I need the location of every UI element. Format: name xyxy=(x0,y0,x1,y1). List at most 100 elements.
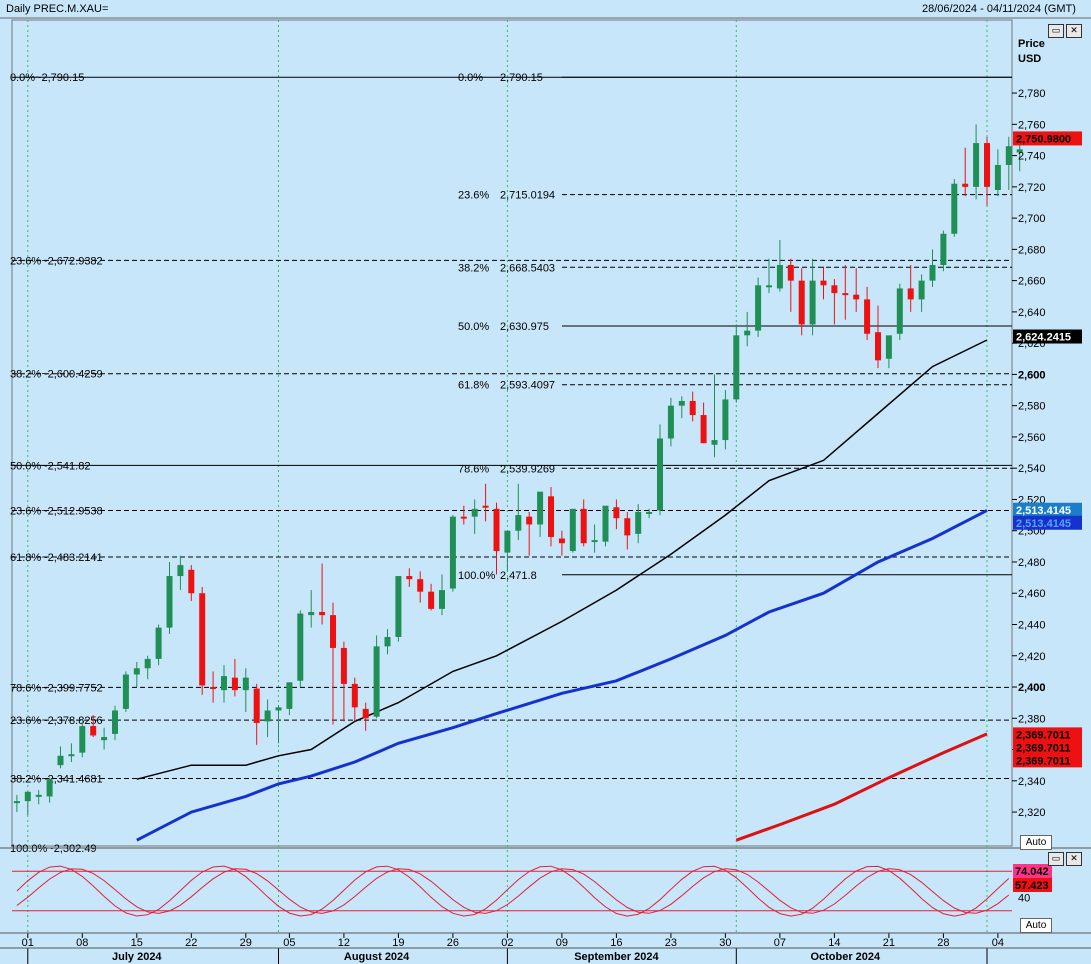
candle[interactable] xyxy=(831,285,838,294)
candle[interactable] xyxy=(711,440,718,445)
candle[interactable] xyxy=(101,737,108,741)
candle[interactable] xyxy=(766,285,772,288)
candle[interactable] xyxy=(722,399,729,441)
candle[interactable] xyxy=(395,576,402,637)
candle[interactable] xyxy=(133,668,140,675)
candle[interactable] xyxy=(591,540,598,543)
candle[interactable] xyxy=(188,569,195,594)
candle[interactable] xyxy=(853,294,860,300)
candle[interactable] xyxy=(515,515,522,531)
candle[interactable] xyxy=(253,688,260,723)
candle[interactable] xyxy=(68,754,75,757)
close-icon[interactable]: ✕ xyxy=(1066,24,1082,38)
candle[interactable] xyxy=(482,505,489,508)
candle[interactable] xyxy=(24,791,31,802)
candle[interactable] xyxy=(678,400,685,406)
candle[interactable] xyxy=(940,233,947,265)
candle[interactable] xyxy=(657,438,663,511)
candle[interactable] xyxy=(994,164,1001,190)
candle[interactable] xyxy=(624,518,631,536)
candle[interactable] xyxy=(875,332,881,361)
candle[interactable] xyxy=(929,264,936,281)
candle[interactable] xyxy=(275,707,282,711)
candle[interactable] xyxy=(798,280,805,325)
candle[interactable] xyxy=(166,576,173,628)
candle[interactable] xyxy=(471,508,478,517)
candle[interactable] xyxy=(231,677,238,691)
candle[interactable] xyxy=(667,405,674,439)
candle[interactable] xyxy=(319,611,326,616)
candle[interactable] xyxy=(776,264,783,289)
candle[interactable] xyxy=(744,330,751,336)
candle[interactable] xyxy=(221,676,227,691)
candle[interactable] xyxy=(460,516,467,519)
candle[interactable] xyxy=(340,647,347,684)
candle[interactable] xyxy=(885,335,892,359)
candle[interactable] xyxy=(417,579,424,592)
candle[interactable] xyxy=(286,682,293,709)
candle[interactable] xyxy=(406,576,413,580)
candle[interactable] xyxy=(755,285,762,331)
restore-icon[interactable]: ▭ xyxy=(1048,24,1064,38)
candle[interactable] xyxy=(297,613,304,681)
candle[interactable] xyxy=(962,183,969,187)
candle[interactable] xyxy=(330,615,336,648)
candle[interactable] xyxy=(569,508,576,552)
candle[interactable] xyxy=(842,293,849,296)
candle[interactable] xyxy=(896,288,903,334)
candle[interactable] xyxy=(373,646,380,717)
candle[interactable] xyxy=(90,726,97,736)
candle[interactable] xyxy=(1016,149,1023,153)
candle[interactable] xyxy=(155,627,162,659)
candle[interactable] xyxy=(264,710,271,722)
candle[interactable] xyxy=(210,687,217,690)
candle[interactable] xyxy=(646,511,653,514)
candle[interactable] xyxy=(635,511,642,534)
candle[interactable] xyxy=(548,496,554,537)
close-icon[interactable]: ✕ xyxy=(1066,852,1082,866)
candle[interactable] xyxy=(112,710,118,734)
candle[interactable] xyxy=(973,143,980,187)
candle[interactable] xyxy=(700,415,707,444)
candle[interactable] xyxy=(439,590,445,609)
candle[interactable] xyxy=(526,516,533,525)
candle[interactable] xyxy=(384,636,391,647)
candle[interactable] xyxy=(907,288,914,300)
candle[interactable] xyxy=(537,491,544,525)
candle[interactable] xyxy=(809,280,816,325)
candle[interactable] xyxy=(177,565,184,577)
candle[interactable] xyxy=(820,280,827,286)
candle[interactable] xyxy=(1005,146,1012,165)
candle[interactable] xyxy=(733,335,740,400)
candle[interactable] xyxy=(504,530,511,553)
candle[interactable] xyxy=(144,658,151,669)
auto-scale-button-oscillator[interactable]: Auto xyxy=(1020,918,1052,933)
candle[interactable] xyxy=(35,794,42,797)
candle[interactable] xyxy=(362,708,369,719)
candle[interactable] xyxy=(984,143,990,187)
candle[interactable] xyxy=(428,591,435,609)
candle[interactable] xyxy=(951,183,958,234)
candle[interactable] xyxy=(918,280,925,300)
restore-icon[interactable]: ▭ xyxy=(1048,852,1064,866)
candle[interactable] xyxy=(613,507,620,519)
candle[interactable] xyxy=(449,516,456,589)
candle[interactable] xyxy=(689,400,696,416)
candle[interactable] xyxy=(558,538,565,544)
candle[interactable] xyxy=(493,508,500,552)
auto-scale-button[interactable]: Auto xyxy=(1020,835,1052,850)
candle[interactable] xyxy=(57,755,64,766)
candle[interactable] xyxy=(199,593,206,686)
candle[interactable] xyxy=(122,674,129,709)
candle[interactable] xyxy=(242,677,249,691)
candle[interactable] xyxy=(864,299,871,334)
candle[interactable] xyxy=(79,726,86,753)
candle[interactable] xyxy=(13,801,20,804)
candle[interactable] xyxy=(580,508,587,544)
candle[interactable] xyxy=(787,264,794,281)
candle[interactable] xyxy=(602,505,609,542)
candle[interactable] xyxy=(46,779,53,797)
candle[interactable] xyxy=(308,611,315,616)
candles-layer[interactable] xyxy=(13,124,1023,816)
